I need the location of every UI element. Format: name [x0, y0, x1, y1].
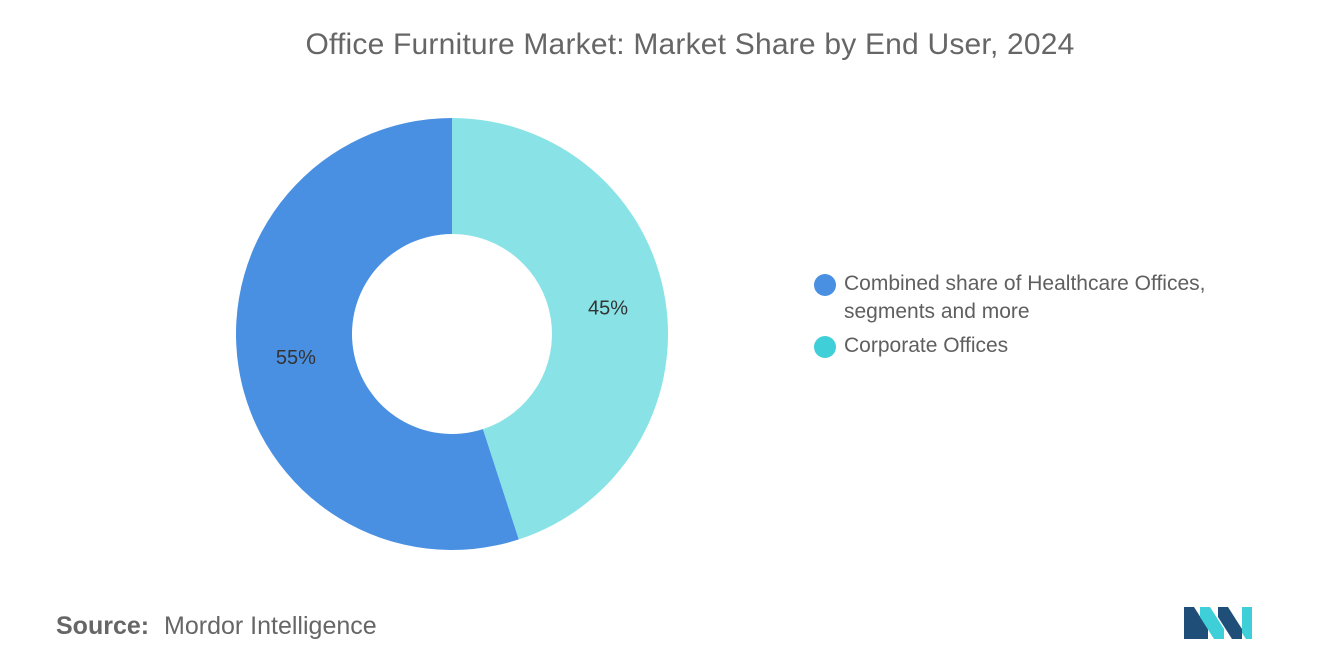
mordor-intelligence-logo-icon — [1184, 607, 1252, 639]
legend-item-combined[interactable]: Combined share of Healthcare Offices, se… — [814, 270, 1274, 326]
legend-item-corporate[interactable]: Corporate Offices — [814, 332, 1274, 360]
chart-legend: Combined share of Healthcare Offices, se… — [814, 270, 1274, 366]
donut-slice-label-combined-share: 55% — [276, 347, 316, 369]
source-label: Source: — [56, 612, 150, 640]
donut-slice-corporate-offices[interactable] — [452, 118, 668, 540]
legend-label-corporate: Corporate Offices — [844, 334, 1009, 357]
source-text: Mordor Intelligence — [164, 612, 377, 640]
legend-swatch-combined — [814, 274, 836, 296]
chart-title: Office Furniture Market: Market Share by… — [305, 28, 1075, 61]
donut-slice-combined-share[interactable] — [236, 118, 519, 551]
legend-swatch-corporate — [814, 336, 836, 358]
legend-label-combined: Combined share of Healthcare Offices, se… — [844, 272, 1206, 323]
donut-slices — [236, 118, 668, 551]
donut-slice-label-corporate-offices: 45% — [588, 298, 628, 320]
donut-slice-labels: 45% 55% — [276, 298, 628, 369]
source-caption: Source: Mordor Intelligence — [56, 612, 377, 641]
